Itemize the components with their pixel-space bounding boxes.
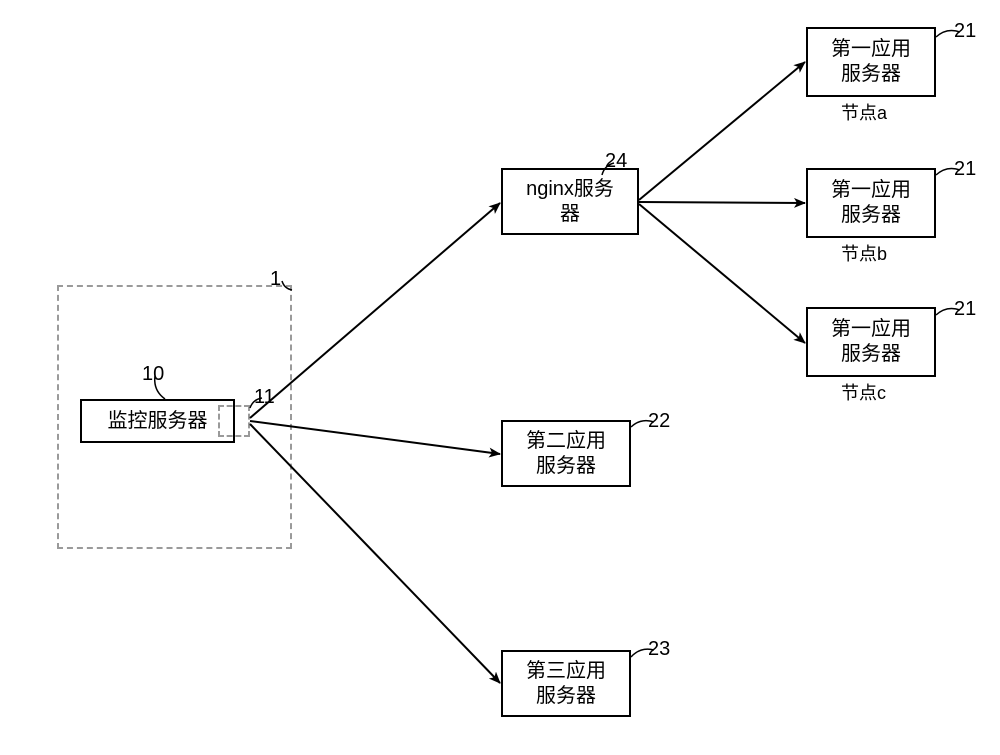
ref-label-11: 11 bbox=[254, 386, 275, 409]
edges-group bbox=[250, 62, 805, 683]
node-app-server-1-c-label: 第一应用服务器 bbox=[831, 317, 911, 367]
node-app-server-1-b-label: 第一应用服务器 bbox=[831, 178, 911, 228]
node-app-server-1-a-label: 第一应用服务器 bbox=[831, 37, 911, 87]
node-app-server-3-label: 第三应用服务器 bbox=[526, 659, 606, 709]
ref-label-21-b: 21 bbox=[954, 158, 976, 181]
node-monitor-server-label: 监控服务器 bbox=[108, 409, 208, 434]
ref-label-23: 23 bbox=[648, 638, 670, 661]
ref-label-1: 1 bbox=[270, 268, 281, 291]
sublabel-node-a: 节点a bbox=[841, 99, 887, 125]
node-app-server-3: 第三应用服务器 bbox=[501, 650, 631, 717]
ref-label-10: 10 bbox=[142, 363, 164, 386]
node-app-server-1-c: 第一应用服务器 bbox=[806, 307, 936, 377]
node-app-server-2: 第二应用服务器 bbox=[501, 420, 631, 487]
ref-label-21-a: 21 bbox=[954, 20, 976, 43]
sublabel-node-b: 节点b bbox=[841, 240, 887, 266]
sublabel-node-c: 节点c bbox=[841, 379, 886, 405]
ref-label-21-c: 21 bbox=[954, 298, 976, 321]
dashed-inner-11 bbox=[218, 405, 250, 437]
node-app-server-2-label: 第二应用服务器 bbox=[526, 429, 606, 479]
diagram-canvas: 监控服务器 nginx服务器 第二应用服务器 第三应用服务器 第一应用服务器 节… bbox=[0, 0, 1000, 755]
node-monitor-server: 监控服务器 bbox=[80, 399, 235, 443]
ref-label-22: 22 bbox=[648, 410, 670, 433]
ref-label-24: 24 bbox=[605, 150, 627, 173]
node-app-server-1-b: 第一应用服务器 bbox=[806, 168, 936, 238]
node-nginx-server: nginx服务器 bbox=[501, 168, 639, 235]
node-nginx-server-label: nginx服务器 bbox=[526, 177, 614, 227]
edge-arrow bbox=[639, 62, 805, 200]
node-app-server-1-a: 第一应用服务器 bbox=[806, 27, 936, 97]
edge-arrow bbox=[639, 202, 805, 203]
edge-arrow bbox=[639, 204, 805, 343]
